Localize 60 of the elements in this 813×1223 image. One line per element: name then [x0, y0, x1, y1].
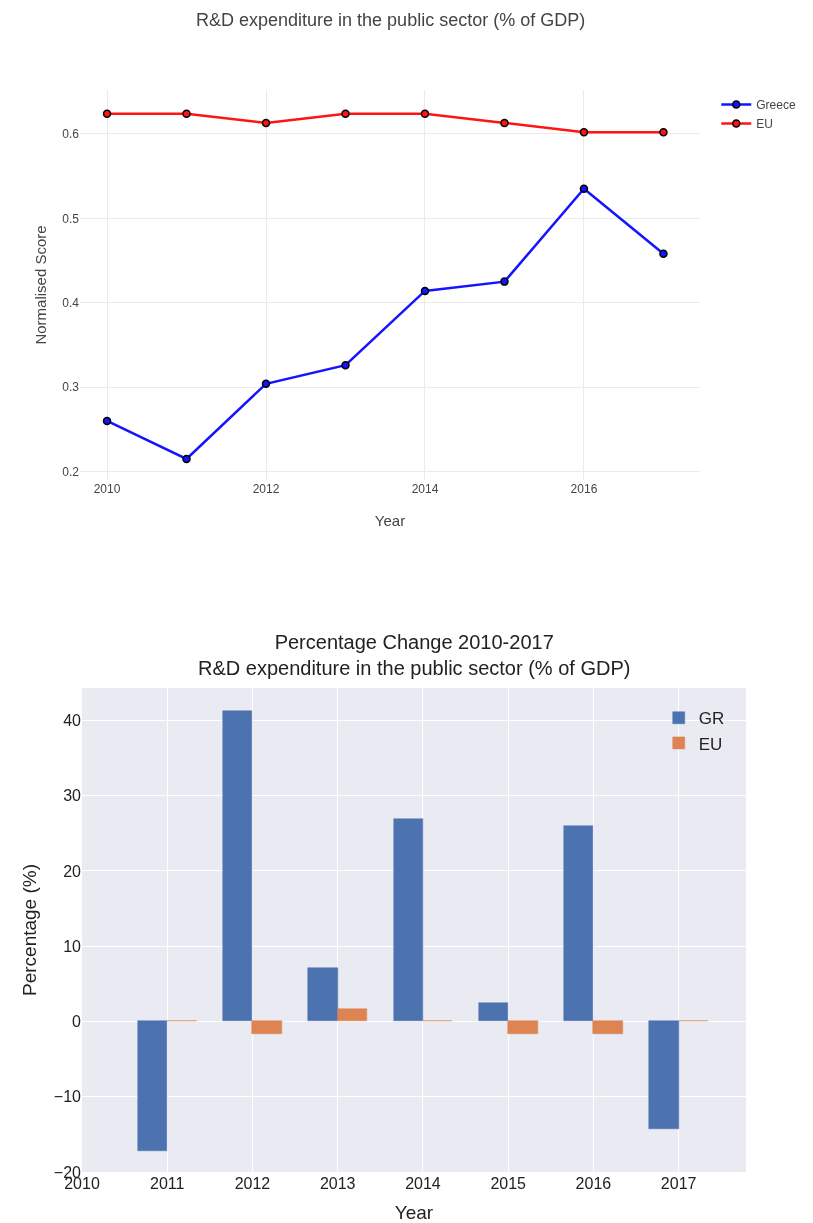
y-tick-label: 0.4 — [62, 295, 80, 310]
point — [182, 454, 191, 464]
legend-label: EU — [698, 734, 723, 754]
y-tick-label: −10 — [53, 1088, 82, 1106]
point — [261, 118, 271, 128]
bar — [507, 1020, 538, 1034]
point — [420, 286, 430, 296]
y-axis-title: Normalised Score — [31, 225, 49, 345]
point — [659, 249, 668, 259]
y-tick-label: 10 — [63, 937, 82, 955]
bar — [393, 818, 423, 1021]
point — [261, 379, 271, 389]
x-tick-label: 2014 — [405, 1175, 441, 1192]
y-tick-label: 0.6 — [62, 127, 80, 142]
x-tick-label: 2012 — [234, 1175, 271, 1192]
bar — [563, 825, 593, 1021]
bar — [648, 1020, 679, 1129]
bar — [307, 967, 338, 1021]
x-tick-label: 2016 — [575, 1175, 612, 1192]
x-tick-label: 2011 — [150, 1175, 185, 1192]
bar — [592, 1020, 623, 1034]
y-tick-label: 0 — [72, 1013, 82, 1031]
x-tick-label: 2010 — [93, 482, 121, 496]
point — [579, 127, 589, 137]
x-tick-label: 2016 — [570, 482, 598, 496]
point — [659, 127, 668, 137]
bar — [137, 1020, 167, 1151]
point — [182, 109, 191, 118]
bar — [337, 1008, 367, 1021]
legend-label: Greece — [756, 98, 796, 113]
point — [102, 416, 112, 426]
point — [500, 118, 509, 128]
x-tick-label: 2013 — [319, 1175, 356, 1192]
y-tick-label: 0.3 — [62, 380, 80, 395]
chart-subtitle: R&D expenditure in the public sector (% of GDP) — [198, 657, 631, 679]
x-tick-label: 2015 — [490, 1175, 527, 1192]
x-tick-label: 2017 — [660, 1175, 697, 1192]
x-axis-title: Year — [394, 1202, 434, 1223]
point — [341, 360, 350, 370]
legend-label: EU — [756, 117, 773, 132]
point — [500, 277, 509, 286]
bar — [222, 710, 252, 1021]
point — [579, 184, 589, 194]
bar — [478, 1002, 508, 1021]
legend-label: GR — [698, 709, 725, 729]
chart-title: R&D expenditure in the public sector (% of GDP) — [196, 10, 586, 30]
x-axis-title: Year — [374, 512, 406, 529]
point — [102, 109, 112, 118]
point — [341, 109, 350, 118]
point — [420, 109, 430, 118]
bar — [251, 1020, 282, 1034]
y-tick-label: 20 — [63, 862, 82, 880]
chart-title: Percentage Change 2010-2017 — [274, 631, 554, 653]
y-tick-label: 0.5 — [62, 211, 80, 226]
x-tick-label: 2014 — [411, 482, 439, 496]
y-axis-title: Percentage (%) — [18, 863, 40, 997]
x-tick-label: 2012 — [252, 482, 280, 496]
y-tick-label: 40 — [63, 711, 82, 729]
y-tick-label: 0.2 — [62, 464, 80, 479]
y-tick-label: 30 — [63, 787, 82, 805]
